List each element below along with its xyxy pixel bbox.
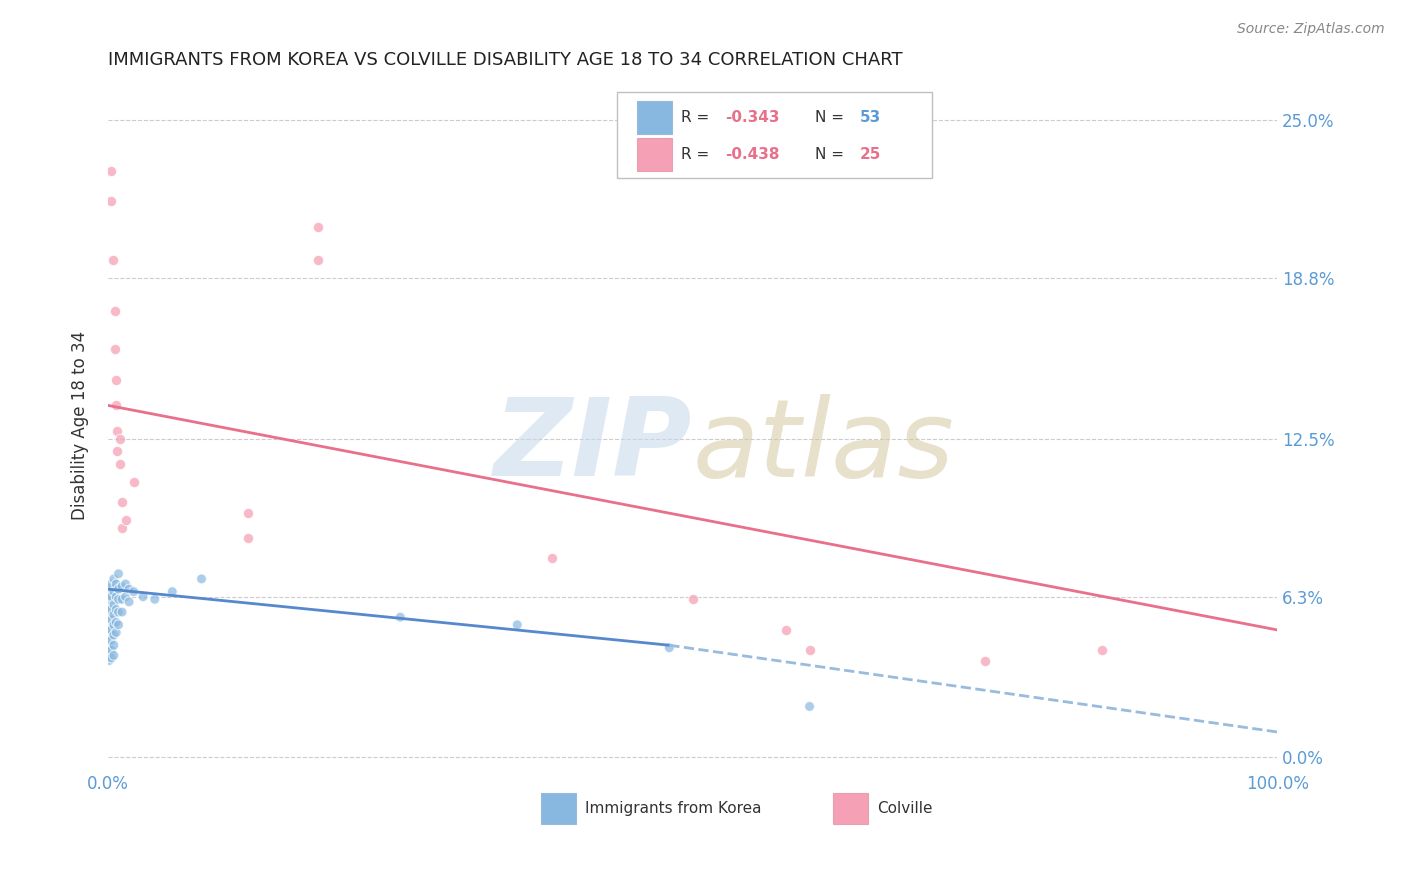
Point (100, 163, 122, 178)
Point (103, 607, 125, 622)
Point (107, 566, 129, 581)
Point (98, 654, 121, 668)
Point (105, 398, 128, 412)
Point (105, 615, 128, 630)
Point (114, 577, 136, 591)
Point (775, 623, 797, 637)
Point (103, 628, 125, 642)
Point (98, 638, 121, 652)
Point (104, 343, 127, 357)
Point (98, 590, 121, 604)
Point (114, 590, 136, 604)
Point (103, 648, 125, 663)
Point (105, 444, 128, 458)
Point (122, 475, 145, 489)
Point (799, 699, 821, 714)
Text: R =: R = (681, 147, 714, 162)
Point (111, 592, 134, 607)
Point (143, 592, 166, 607)
Point (100, 613, 122, 627)
Point (98, 628, 121, 642)
Point (103, 638, 125, 652)
Point (103, 598, 125, 612)
Point (98, 610, 121, 624)
Point (190, 572, 212, 586)
Point (105, 373, 128, 387)
Point (103, 617, 125, 632)
Point (103, 584, 125, 599)
Point (100, 577, 122, 591)
Text: 53: 53 (860, 110, 882, 125)
Point (98, 602, 121, 616)
Point (308, 219, 330, 234)
Point (107, 592, 129, 607)
Text: Source: ZipAtlas.com: Source: ZipAtlas.com (1237, 22, 1385, 37)
Point (111, 521, 134, 535)
Point (108, 432, 131, 446)
Text: IMMIGRANTS FROM KOREA VS COLVILLE DISABILITY AGE 18 TO 34 CORRELATION CHART: IMMIGRANTS FROM KOREA VS COLVILLE DISABI… (108, 51, 903, 69)
Point (114, 513, 136, 527)
Text: Immigrants from Korea: Immigrants from Korea (585, 801, 762, 815)
Point (105, 625, 128, 640)
Point (107, 582, 129, 596)
Point (132, 590, 155, 604)
Point (100, 602, 122, 616)
Bar (832, 793, 868, 823)
Bar (637, 138, 672, 171)
Text: -0.438: -0.438 (725, 147, 780, 162)
Point (799, 643, 821, 657)
Point (506, 617, 529, 632)
Point (308, 252, 330, 267)
Point (98, 623, 121, 637)
Point (98, 643, 121, 657)
Point (100, 194, 122, 209)
Point (238, 506, 260, 520)
Text: Colville: Colville (877, 801, 932, 815)
Point (103, 572, 125, 586)
Point (111, 580, 134, 594)
Y-axis label: Disability Age 18 to 34: Disability Age 18 to 34 (72, 331, 89, 520)
Point (238, 531, 260, 545)
Point (541, 551, 564, 566)
Text: -0.343: -0.343 (725, 110, 780, 125)
Text: atlas: atlas (693, 394, 955, 499)
Text: N =: N = (815, 110, 849, 125)
Point (105, 577, 128, 591)
Point (1091, 643, 1114, 657)
Point (111, 605, 134, 619)
Point (105, 424, 128, 438)
Point (100, 651, 122, 665)
Point (105, 602, 128, 616)
Text: R =: R = (681, 110, 714, 125)
Point (162, 584, 184, 599)
Point (108, 457, 131, 471)
Bar (637, 101, 672, 134)
Point (104, 304, 127, 318)
Point (107, 617, 129, 632)
Text: ZIP: ZIP (495, 393, 693, 500)
Point (118, 595, 141, 609)
Text: N =: N = (815, 147, 849, 162)
Point (100, 633, 122, 648)
Point (101, 252, 124, 267)
Point (682, 592, 704, 607)
Point (122, 584, 145, 599)
Point (100, 590, 122, 604)
Point (100, 623, 122, 637)
Point (100, 643, 122, 657)
Point (974, 654, 997, 668)
Point (98, 633, 121, 648)
Point (105, 590, 128, 604)
Point (118, 582, 141, 596)
Point (107, 605, 129, 619)
Point (658, 640, 681, 655)
FancyBboxPatch shape (617, 92, 932, 178)
Point (98, 648, 121, 663)
Point (389, 610, 412, 624)
Point (98, 617, 121, 632)
Text: 25: 25 (860, 147, 882, 162)
Point (111, 495, 134, 509)
Bar (541, 793, 575, 823)
